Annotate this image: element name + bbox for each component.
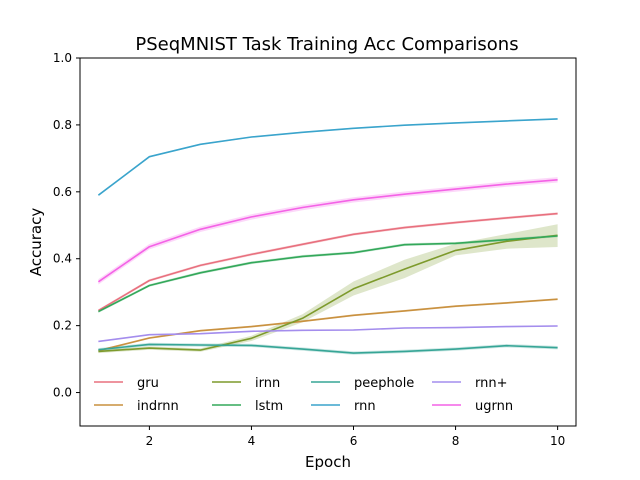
x-axis-label: Epoch bbox=[305, 453, 351, 471]
line-peephole bbox=[98, 343, 558, 354]
legend-item-indrnn: indrnn bbox=[94, 399, 179, 414]
y-tick-label: 0.0 bbox=[53, 386, 72, 400]
legend-label: lstm bbox=[255, 399, 283, 414]
confidence-bands bbox=[98, 118, 558, 355]
x-tick-label: 10 bbox=[550, 434, 565, 448]
legend-label: irnn bbox=[255, 376, 280, 391]
legend-label: rnn+ bbox=[475, 376, 508, 391]
x-axis-ticks: 2 4 6 8 10 bbox=[146, 426, 565, 448]
legend-item-gru: gru bbox=[94, 376, 159, 391]
line-rnn+ bbox=[98, 325, 558, 343]
legend-label: indrnn bbox=[137, 399, 179, 414]
chart-title: PSeqMNIST Task Training Acc Comparisons bbox=[135, 34, 518, 55]
band-ugrnn bbox=[98, 177, 558, 285]
y-tick-label: 0.6 bbox=[53, 185, 72, 199]
line-gru bbox=[97, 212, 558, 312]
band-irnn bbox=[98, 224, 558, 354]
plot-frame bbox=[79, 57, 577, 427]
legend-item-rnn: rnn bbox=[311, 399, 376, 414]
x-tick-label: 4 bbox=[248, 434, 256, 448]
x-tick-label: 8 bbox=[452, 434, 460, 448]
legend-label: rnn bbox=[354, 399, 376, 414]
legend-item-lstm: lstm bbox=[212, 399, 283, 414]
y-tick-label: 0.2 bbox=[53, 319, 72, 333]
x-tick-label: 2 bbox=[146, 434, 154, 448]
legend-item-peephole: peephole bbox=[311, 376, 414, 391]
y-tick-label: 0.8 bbox=[53, 118, 72, 132]
legend-item-irnn: irnn bbox=[212, 376, 280, 391]
line-rnn bbox=[97, 118, 558, 196]
line-lstm bbox=[98, 235, 558, 313]
legend-item-ugrnn: ugrnn bbox=[432, 399, 513, 414]
legend: gru indrnn irnn lstm peephole rnn rnn+ ugrnn bbox=[94, 376, 513, 414]
band-gru bbox=[98, 212, 558, 312]
y-axis-label: Accuracy bbox=[27, 208, 45, 277]
y-tick-label: 1.0 bbox=[53, 51, 72, 65]
legend-label: ugrnn bbox=[475, 399, 513, 414]
y-axis-ticks: 0.0 0.2 0.4 0.6 0.8 1.0 bbox=[53, 51, 80, 400]
legend-label: gru bbox=[137, 376, 159, 391]
line-irnn bbox=[98, 234, 558, 353]
legend-item-rnn+: rnn+ bbox=[432, 376, 508, 391]
x-tick-label: 6 bbox=[350, 434, 358, 448]
series-lines bbox=[97, 118, 558, 354]
y-tick-label: 0.4 bbox=[53, 252, 72, 266]
legend-label: peephole bbox=[354, 376, 414, 391]
line-ugrnn bbox=[97, 179, 558, 283]
